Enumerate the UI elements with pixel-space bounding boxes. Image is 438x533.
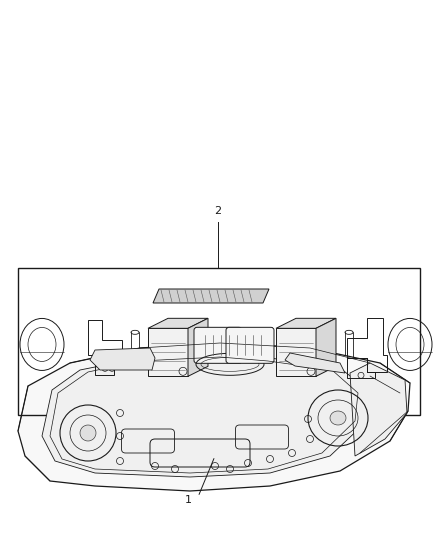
Polygon shape — [350, 363, 407, 456]
Polygon shape — [153, 289, 269, 303]
Text: 1: 1 — [184, 495, 191, 505]
Polygon shape — [90, 348, 155, 370]
Bar — [18, 268, 420, 415]
Polygon shape — [285, 353, 345, 373]
FancyBboxPatch shape — [226, 327, 274, 364]
FancyBboxPatch shape — [194, 327, 242, 364]
Polygon shape — [276, 328, 316, 376]
Polygon shape — [42, 354, 368, 477]
Circle shape — [80, 425, 96, 441]
Polygon shape — [276, 318, 336, 328]
Polygon shape — [148, 318, 208, 328]
Polygon shape — [188, 318, 208, 376]
Polygon shape — [148, 328, 188, 376]
Ellipse shape — [330, 411, 346, 425]
Polygon shape — [316, 318, 336, 376]
Text: 2: 2 — [215, 206, 222, 216]
Polygon shape — [18, 343, 410, 491]
